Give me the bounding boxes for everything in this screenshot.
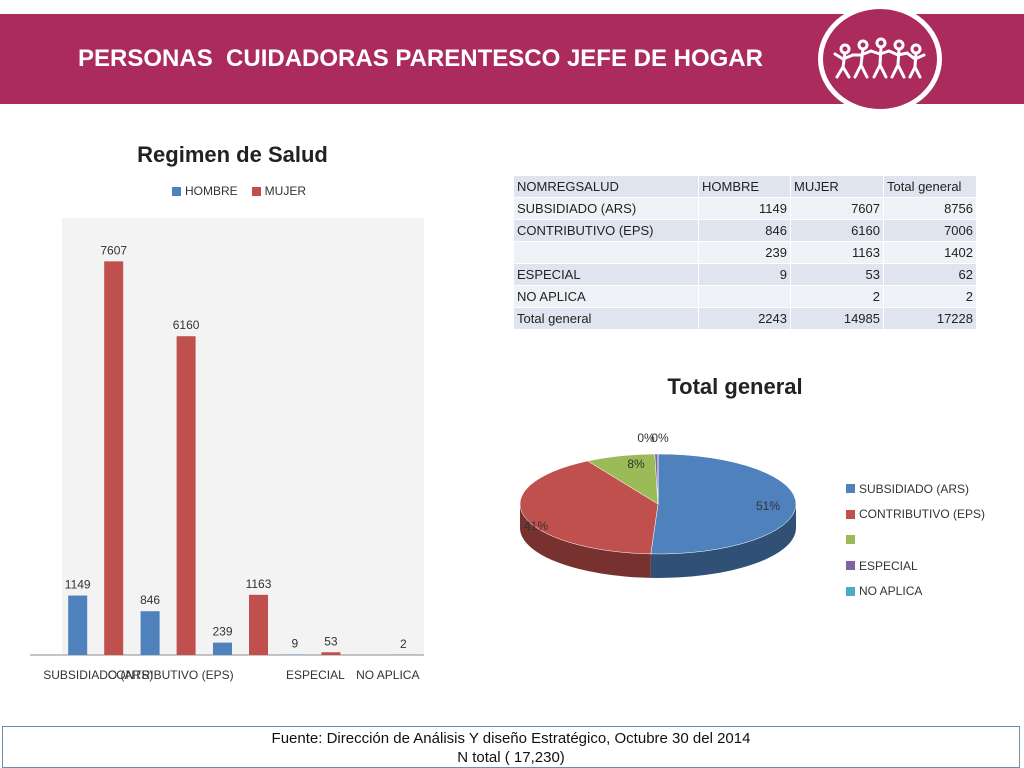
pie-legend-label: CONTRIBUTIVO (EPS) <box>859 507 986 522</box>
data-label: 9 <box>292 637 299 651</box>
legend-swatch-hombre <box>172 186 181 196</box>
legend-label-hombre: HOMBRE <box>185 184 238 198</box>
table-row: CONTRIBUTIVO (EPS) 846 6160 7006 <box>513 219 977 242</box>
table-row: 239 1163 1402 <box>513 241 977 264</box>
data-label: 1163 <box>246 577 272 591</box>
table-cell: ESPECIAL <box>513 263 699 286</box>
pie-legend-label: NO APLICA <box>859 584 923 599</box>
table-cell: CONTRIBUTIVO (EPS) <box>513 219 699 242</box>
table-cell: 9 <box>698 263 791 286</box>
table-cell: 6160 <box>790 219 884 242</box>
data-label: 846 <box>140 593 160 607</box>
data-label: 1149 <box>65 578 91 592</box>
table-cell: 62 <box>883 263 977 286</box>
data-table: NOMREGSALUD HOMBRE MUJER Total general S… <box>513 175 977 330</box>
pie-slice-side <box>650 504 796 578</box>
data-label: 53 <box>324 634 338 648</box>
table-header-cell: MUJER <box>790 175 884 198</box>
pie-chart-legend: SUBSIDIADO (ARS) CONTRIBUTIVO (EPS) ESPE… <box>846 476 985 604</box>
data-label: 2 <box>400 637 407 651</box>
table-cell: 8756 <box>883 197 977 220</box>
x-tick-label: NO APLICA <box>356 668 419 682</box>
bar-chart: 1149 7607 SUBSIDIADO (ARS) 846 6160 CONTRIBUT… <box>30 218 424 682</box>
table-cell: 14985 <box>790 307 884 330</box>
pie-slice <box>519 460 659 555</box>
table-cell: 1149 <box>698 197 791 220</box>
table-row: ESPECIAL 9 53 62 <box>513 263 977 286</box>
pie-percent-label: 0% <box>651 431 669 445</box>
table-cell: 53 <box>790 263 884 286</box>
table-header-cell: NOMREGSALUD <box>513 175 699 198</box>
bar-hombre <box>140 611 160 655</box>
pie-legend-item <box>846 527 985 553</box>
bar-mujer <box>176 336 196 655</box>
table-cell: 7607 <box>790 197 884 220</box>
pie-slice <box>650 453 797 555</box>
footer-source: Fuente: Dirección de Análisis Y diseño E… <box>2 726 1020 768</box>
table-cell: 846 <box>698 219 791 242</box>
table-header-cell: HOMBRE <box>698 175 791 198</box>
data-label: 6160 <box>173 318 200 332</box>
pie-percent-label: 8% <box>627 457 645 471</box>
legend-swatch-mujer <box>251 186 261 196</box>
bar-chart-title: Regimen de Salud <box>137 142 328 167</box>
table-cell <box>513 241 699 264</box>
table-cell: 2 <box>790 285 884 308</box>
pie-legend-label: ESPECIAL <box>859 558 918 573</box>
table-row: NO APLICA 2 2 <box>513 285 977 308</box>
pie-legend-label: SUBSIDIADO (ARS) <box>859 481 970 496</box>
table-header-cell: Total general <box>883 175 977 198</box>
footer-total-line: N total ( 17,230) <box>457 749 565 766</box>
data-label: 7607 <box>100 243 127 257</box>
pie-legend-item: CONTRIBUTIVO (EPS) <box>846 502 985 528</box>
bar-mujer <box>321 652 341 655</box>
bar-chart-legend: HOMBRE MUJER <box>172 184 306 198</box>
table-cell: 1163 <box>790 241 884 264</box>
footer-source-line: Fuente: Dirección de Análisis Y diseño E… <box>271 730 751 747</box>
table-cell: 1402 <box>883 241 977 264</box>
x-tick-label: SUBSIDIADO (ARS) <box>43 668 153 682</box>
legend-swatch <box>846 535 855 545</box>
x-tick-label: ESPECIAL <box>286 668 345 682</box>
people-holding-hands-logo-icon <box>818 4 942 114</box>
pie-percent-label: 41% <box>524 519 548 533</box>
bar-mujer <box>249 594 268 655</box>
table-cell: Total general <box>513 307 699 330</box>
pie-chart: 51% 41% 8% 0%0% <box>519 431 797 578</box>
bar-hombre <box>213 642 232 655</box>
legend-swatch <box>846 484 855 494</box>
legend-label-mujer: MUJER <box>264 184 307 198</box>
pie-legend-item: ESPECIAL <box>846 553 985 579</box>
pie-percent-label: 0% <box>637 431 655 445</box>
table-cell: SUBSIDIADO (ARS) <box>513 197 699 220</box>
table-cell <box>698 285 791 308</box>
table-cell: 17228 <box>883 307 977 330</box>
table-cell: 7006 <box>883 219 977 242</box>
pie-slice-side <box>520 504 651 578</box>
table-cell: NO APLICA <box>513 285 699 308</box>
page-title: PERSONAS CUIDADORAS PARENTESCO JEFE DE H… <box>78 45 763 72</box>
x-tick-label: CONTRIBUTIVO (EPS) <box>108 668 234 682</box>
legend-swatch <box>846 586 855 596</box>
table-cell: 239 <box>698 241 791 264</box>
pie-legend-item: NO APLICA <box>846 578 985 604</box>
pie-legend-item: SUBSIDIADO (ARS) <box>846 476 985 502</box>
pie-chart-title: Total general <box>667 374 803 399</box>
table-total-row: Total general 2243 14985 17228 <box>513 307 977 330</box>
pie-percent-label: 51% <box>756 499 780 513</box>
bar-mujer <box>104 261 124 655</box>
legend-swatch <box>846 561 855 571</box>
legend-swatch <box>846 509 855 519</box>
table-cell: 2 <box>883 285 977 308</box>
bar-hombre <box>68 595 88 655</box>
data-label: 239 <box>212 625 232 639</box>
table-cell: 2243 <box>698 307 791 330</box>
table-header-row: NOMREGSALUD HOMBRE MUJER Total general <box>513 175 977 198</box>
table-row: SUBSIDIADO (ARS) 1149 7607 8756 <box>513 197 977 220</box>
